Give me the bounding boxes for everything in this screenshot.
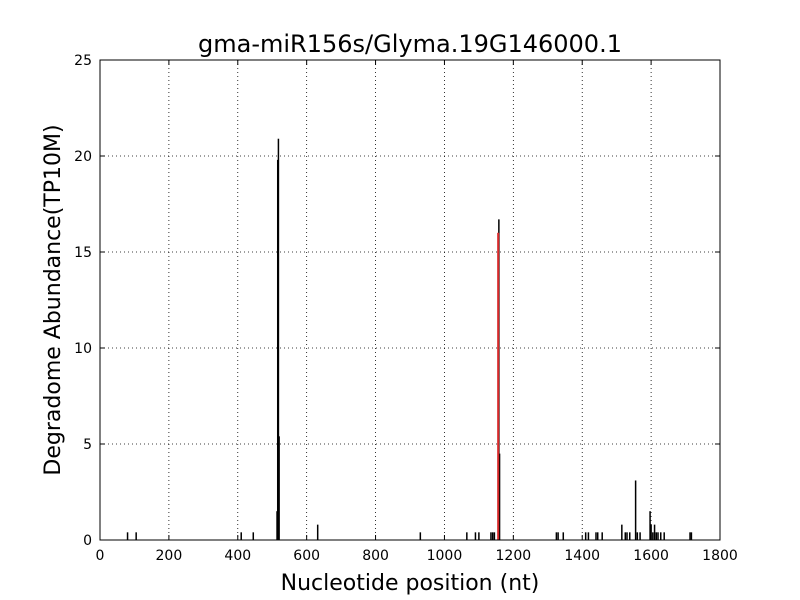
abundance-bar (634, 480, 637, 540)
abundance-bar (660, 532, 662, 540)
abundance-bar (650, 524, 652, 540)
abundance-bar (626, 532, 628, 540)
x-tick-label: 200 (156, 548, 183, 564)
abundance-bar (419, 532, 422, 540)
abundance-bar (663, 532, 665, 540)
abundance-bar (277, 138, 280, 540)
abundance-bar (555, 532, 558, 540)
abundance-bar (653, 524, 656, 540)
abundance-bar (493, 532, 496, 540)
y-tick-label: 10 (74, 341, 92, 357)
ticks-layer (99, 59, 721, 541)
abundance-bar (639, 532, 641, 540)
abundance-bar (316, 524, 319, 540)
abundance-bar (491, 532, 494, 540)
x-tick-label: 1200 (496, 548, 532, 564)
abundance-bar (629, 532, 631, 540)
abundance-bar (636, 532, 639, 540)
abundance-bar (557, 532, 559, 540)
abundance-bar (240, 532, 242, 540)
y-tick-label: 25 (74, 53, 92, 69)
abundance-bar (490, 532, 492, 540)
abundance-bar (621, 524, 623, 540)
abundance-bar (624, 532, 627, 540)
y-tick-label: 5 (83, 437, 92, 453)
abundance-bar (587, 532, 590, 540)
tick-labels-layer: 0 200 400 600 800 1000 1200 1400 1600 1800 0 5 10 15 2… (74, 53, 738, 564)
abundance-bar (278, 436, 280, 540)
abundance-bar (135, 532, 137, 540)
y-axis-title: Degradome Abundance(TP10M) (41, 124, 66, 475)
x-tick-label: 1400 (564, 548, 600, 564)
abundance-bar (252, 532, 255, 540)
abundance-bar (655, 532, 658, 540)
abundance-bar (474, 532, 477, 540)
x-tick-label: 800 (362, 548, 389, 564)
abundance-bar (601, 532, 603, 540)
grid (100, 60, 720, 540)
abundance-bar (562, 532, 565, 540)
abundance-bar (690, 532, 693, 540)
y-tick-label: 15 (74, 245, 92, 261)
y-tick-label: 0 (83, 533, 92, 549)
plot-frame (99, 59, 721, 541)
y-tick-label: 20 (74, 149, 92, 165)
abundance-bar (689, 532, 691, 540)
bars-layer (126, 138, 693, 541)
abundance-bar (657, 532, 659, 540)
abundance-bar (596, 532, 599, 540)
chart-title: gma-miR156s/Glyma.19G146000.1 (198, 30, 622, 58)
x-tick-label: 600 (293, 548, 320, 564)
x-tick-label: 400 (224, 548, 251, 564)
abundance-bar (584, 532, 587, 540)
abundance-bar (595, 532, 597, 540)
x-tick-label: 1000 (427, 548, 463, 564)
x-tick-label: 0 (96, 548, 105, 564)
abundance-bar (649, 511, 651, 540)
abundance-bar (652, 532, 654, 540)
cleavage-bar (497, 232, 500, 541)
abundance-bar (478, 532, 480, 540)
x-axis-title: Nucleotide position (nt) (281, 571, 540, 596)
abundance-bar (498, 453, 501, 540)
abundance-bar (126, 532, 129, 540)
x-tick-label: 1600 (633, 548, 669, 564)
x-tick-label: 1800 (702, 548, 738, 564)
abundance-bar (466, 532, 468, 540)
